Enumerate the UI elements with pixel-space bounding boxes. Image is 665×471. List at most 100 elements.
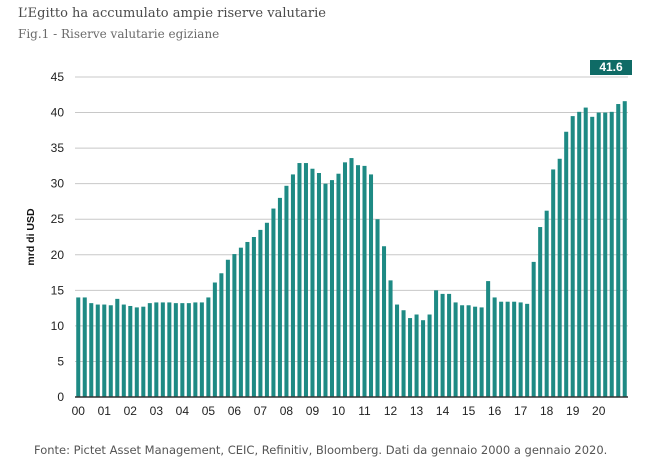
bar bbox=[95, 304, 100, 397]
x-tick-label: 14 bbox=[436, 404, 450, 418]
y-tick-label: 25 bbox=[51, 212, 65, 226]
bar bbox=[199, 302, 204, 397]
bar bbox=[342, 162, 348, 397]
bar bbox=[141, 306, 146, 397]
bar bbox=[622, 101, 627, 397]
bar bbox=[115, 298, 120, 397]
bar bbox=[408, 318, 413, 397]
bar bbox=[134, 307, 139, 397]
bar bbox=[108, 305, 113, 397]
bar bbox=[531, 261, 536, 397]
bar bbox=[395, 304, 400, 397]
bar bbox=[440, 293, 445, 397]
bar bbox=[557, 158, 562, 397]
bar bbox=[466, 305, 471, 397]
y-tick-label: 0 bbox=[57, 390, 64, 404]
bar bbox=[232, 254, 237, 397]
bar bbox=[271, 208, 276, 397]
bar bbox=[316, 173, 321, 397]
x-tick-label: 07 bbox=[254, 404, 268, 418]
x-tick-label: 19 bbox=[566, 404, 580, 418]
bar bbox=[382, 246, 387, 397]
x-tick-label: 01 bbox=[98, 404, 112, 418]
bar bbox=[193, 302, 198, 397]
x-tick-label: 08 bbox=[280, 404, 294, 418]
bar bbox=[102, 304, 107, 397]
page-title: L’Egitto ha accumulato ampie riserve val… bbox=[18, 6, 326, 21]
bar bbox=[544, 210, 549, 397]
bar bbox=[251, 237, 256, 397]
x-tick-label: 11 bbox=[358, 404, 371, 418]
y-tick-label: 15 bbox=[51, 283, 65, 297]
x-tick-label: 05 bbox=[202, 404, 216, 418]
bar bbox=[290, 174, 295, 397]
bar bbox=[128, 305, 133, 397]
x-tick-label: 17 bbox=[514, 404, 528, 418]
bar bbox=[303, 163, 308, 397]
x-tick-label: 04 bbox=[176, 404, 190, 418]
x-tick-label: 00 bbox=[72, 404, 86, 418]
bar bbox=[447, 293, 452, 397]
x-tick-label: 12 bbox=[384, 404, 398, 418]
bar bbox=[609, 111, 614, 397]
callout-value: 41.6 bbox=[599, 60, 623, 74]
bar bbox=[564, 131, 569, 397]
bar bbox=[583, 107, 588, 398]
bar bbox=[206, 297, 211, 397]
bar bbox=[414, 314, 419, 397]
bar bbox=[492, 297, 497, 397]
bar bbox=[453, 302, 458, 397]
y-tick-label: 5 bbox=[57, 354, 64, 368]
x-tick-label: 02 bbox=[124, 404, 138, 418]
callout-badge: 41.6 bbox=[590, 60, 632, 75]
bar bbox=[577, 111, 582, 397]
source-note: Fonte: Pictet Asset Management, CEIC, Re… bbox=[34, 443, 608, 457]
bar bbox=[369, 174, 374, 397]
bar bbox=[89, 303, 94, 397]
bar bbox=[284, 185, 289, 397]
bar bbox=[167, 302, 172, 397]
bar bbox=[180, 303, 185, 397]
bar bbox=[82, 297, 87, 397]
bar bbox=[277, 197, 282, 397]
bar bbox=[323, 183, 328, 397]
bar bbox=[297, 163, 302, 397]
bar bbox=[473, 306, 478, 397]
x-tick-label: 15 bbox=[462, 404, 476, 418]
bar bbox=[538, 227, 543, 397]
bar bbox=[258, 229, 263, 397]
bar bbox=[616, 104, 621, 397]
bar bbox=[362, 165, 367, 397]
callout-background bbox=[590, 60, 632, 75]
bar bbox=[336, 173, 341, 397]
y-tick-label: 10 bbox=[51, 319, 65, 333]
x-tick-label: 20 bbox=[592, 404, 606, 418]
x-tick-label: 10 bbox=[332, 404, 346, 418]
bars bbox=[76, 101, 627, 398]
bar bbox=[427, 314, 432, 397]
bar bbox=[147, 303, 152, 397]
bar bbox=[518, 302, 523, 397]
y-tick-label: 20 bbox=[51, 248, 65, 262]
bar bbox=[186, 303, 191, 397]
bar bbox=[121, 304, 126, 397]
bar bbox=[401, 310, 406, 397]
x-tick-label: 13 bbox=[410, 404, 424, 418]
y-tick-label: 30 bbox=[51, 177, 65, 191]
y-axis-label: mrd di USD bbox=[25, 208, 37, 266]
bar bbox=[596, 112, 601, 398]
bar bbox=[512, 301, 517, 397]
bar bbox=[245, 241, 250, 397]
bar bbox=[225, 259, 230, 397]
bar bbox=[434, 290, 439, 397]
y-tick-label: 45 bbox=[51, 70, 65, 84]
bar bbox=[603, 112, 608, 398]
bar bbox=[212, 282, 217, 397]
bar bbox=[421, 320, 426, 397]
x-tick-label: 06 bbox=[228, 404, 242, 418]
bar bbox=[173, 303, 178, 397]
bar bbox=[375, 219, 380, 397]
bar bbox=[160, 302, 165, 397]
